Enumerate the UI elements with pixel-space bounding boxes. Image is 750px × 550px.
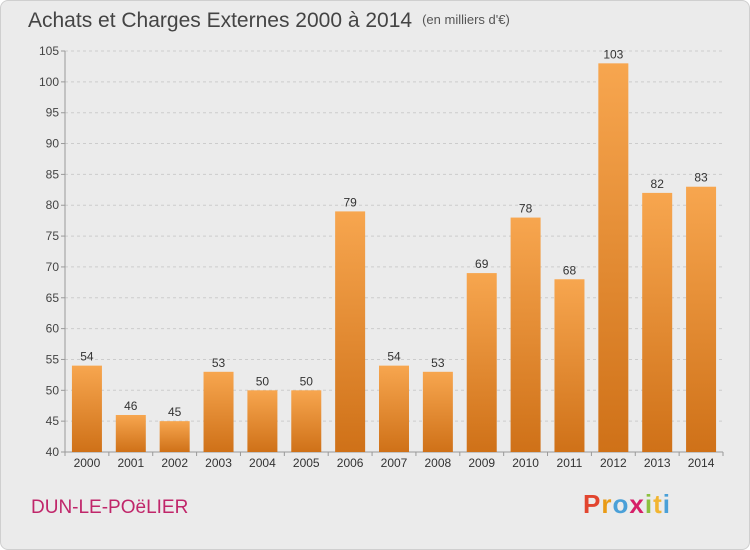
logo-letter: i: [644, 489, 654, 519]
bar-layer: [71, 63, 717, 452]
x-tick-label: 2002: [161, 456, 188, 470]
bar: [686, 186, 717, 452]
bar: [159, 421, 190, 452]
y-tick-label: 80: [46, 198, 60, 212]
y-tick-label: 100: [39, 75, 59, 89]
y-tick-label: 55: [46, 352, 60, 366]
data-label: 45: [168, 405, 182, 419]
x-tick-label: 2000: [74, 456, 101, 470]
x-tick-label: 2003: [205, 456, 232, 470]
x-tick-label: 2013: [644, 456, 671, 470]
x-tick-label: 2005: [293, 456, 320, 470]
data-label: 82: [651, 177, 665, 191]
bar: [642, 192, 673, 452]
data-label: 46: [124, 399, 138, 413]
x-tick-label: 2007: [381, 456, 408, 470]
label-layer: 54 46 45 53 50 50 79 54 53 69 78 68 103 82 83: [80, 47, 708, 419]
bar: [510, 217, 541, 452]
y-tick-label: 65: [46, 291, 60, 305]
data-label: 54: [387, 350, 401, 364]
x-tick-label: 2001: [117, 456, 144, 470]
bar: [598, 63, 629, 452]
logo-letter: r: [601, 489, 613, 519]
data-label: 78: [519, 202, 533, 216]
x-tick-label: 2006: [337, 456, 364, 470]
y-tick-label: 50: [46, 383, 60, 397]
bar: [554, 279, 585, 452]
chart-subtitle: (en milliers d'€): [422, 12, 510, 27]
bar: [203, 371, 234, 452]
data-label: 50: [256, 374, 270, 388]
commune-name: DUN-LE-POëLIER: [31, 497, 189, 518]
x-tick-label: 2011: [557, 456, 583, 470]
data-label: 53: [212, 356, 226, 370]
bar: [71, 365, 102, 452]
bar: [335, 211, 366, 452]
proxiti-logo[interactable]: Proxiti: [583, 489, 671, 520]
bar: [422, 371, 453, 452]
logo-letter: i: [662, 489, 671, 519]
y-tick-label: 70: [46, 260, 60, 274]
logo-letter: t: [653, 489, 663, 519]
data-label: 68: [563, 263, 577, 277]
y-tick-label: 45: [46, 414, 60, 428]
data-label: 69: [475, 257, 489, 271]
data-label: 83: [694, 171, 708, 185]
data-label: 103: [603, 47, 623, 61]
axis-layer: 40 45 50 55 60 65 70 75 80 85 90 95 100 105 2000 2001 20…: [39, 44, 724, 470]
bar: [466, 273, 497, 452]
y-tick-label: 90: [46, 137, 60, 151]
bar: [379, 365, 409, 452]
data-label: 79: [343, 195, 357, 209]
chart-title: Achats et Charges Externes 2000 à 2014 (e…: [28, 9, 510, 33]
x-tick-label: 2012: [600, 456, 627, 470]
data-label: 53: [431, 356, 445, 370]
title-text: Achats et Charges Externes 2000 à 2014: [28, 9, 413, 32]
x-tick-label: 2004: [249, 456, 276, 470]
y-tick-label: 105: [39, 44, 59, 58]
x-tick-label: 2010: [512, 456, 539, 470]
logo-letter: o: [612, 489, 630, 519]
logo-letter: P: [583, 489, 602, 519]
y-tick-label: 60: [46, 322, 60, 336]
logo-letter: x: [629, 489, 645, 519]
y-tick-label: 40: [46, 445, 60, 459]
x-tick-label: 2014: [688, 456, 715, 470]
x-tick-label: 2009: [468, 456, 495, 470]
bar: [291, 390, 322, 452]
y-tick-label: 95: [46, 106, 60, 120]
y-tick-label: 75: [46, 229, 60, 243]
x-tick-label: 2008: [425, 456, 452, 470]
y-tick-label: 85: [46, 167, 60, 181]
bar: [115, 414, 146, 452]
data-label: 54: [80, 350, 94, 364]
data-label: 50: [300, 374, 314, 388]
bar: [247, 390, 278, 452]
